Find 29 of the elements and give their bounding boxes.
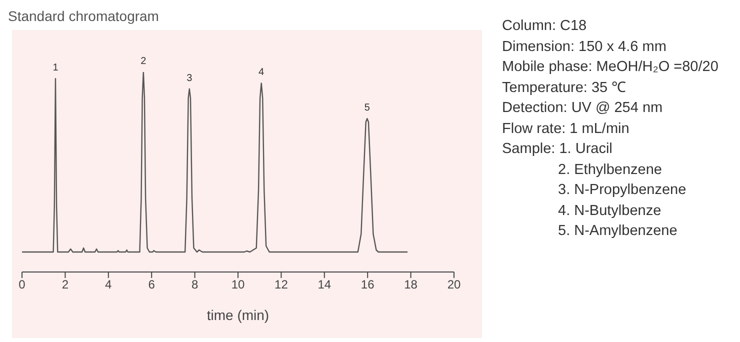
text: Sample: 1. Uracil [502,140,614,159]
text: 4. N-Butylbenze [557,202,662,220]
x-tick-label: 0 [18,278,26,292]
annotation: 1 [52,62,59,74]
x-tick-label: 20 [447,278,461,292]
annotation: 2 [140,56,147,67]
annotation: 4 [258,67,265,78]
text: 2. Ethylbenzene [557,160,663,180]
annotation: 5 [364,102,370,114]
x-tick-label: 8 [191,278,198,292]
x-axis-title: time (min) [206,307,270,323]
annotation: 3 [186,72,193,84]
text: Dimension: 150 x 4.6 mm [502,38,668,56]
x-tick-label: 4 [105,278,112,292]
text: 5. N-Amylbenzene [557,222,678,241]
text: Detection: UV @ 254 nm [502,99,664,118]
text: Column: C18 [502,17,588,36]
x-tick-label: 10 [231,278,245,292]
x-tick-label: 12 [274,278,288,292]
x-tick-label: 18 [404,278,418,292]
chart-title: Standard chromatogram [8,8,159,24]
x-tick-label: 14 [318,278,332,292]
x-tick-label: 16 [360,278,375,292]
x-tick-label: 6 [148,278,156,292]
text: Flow rate: 1 mL/min [502,120,630,138]
x-tick-label: 2 [62,278,69,292]
text: 3. N-Propylbenzene [557,181,688,200]
text: Mobile phase: MeOH/H₂O =80/20 [502,58,718,77]
text: Temperature: 35 ℃ [502,78,627,98]
